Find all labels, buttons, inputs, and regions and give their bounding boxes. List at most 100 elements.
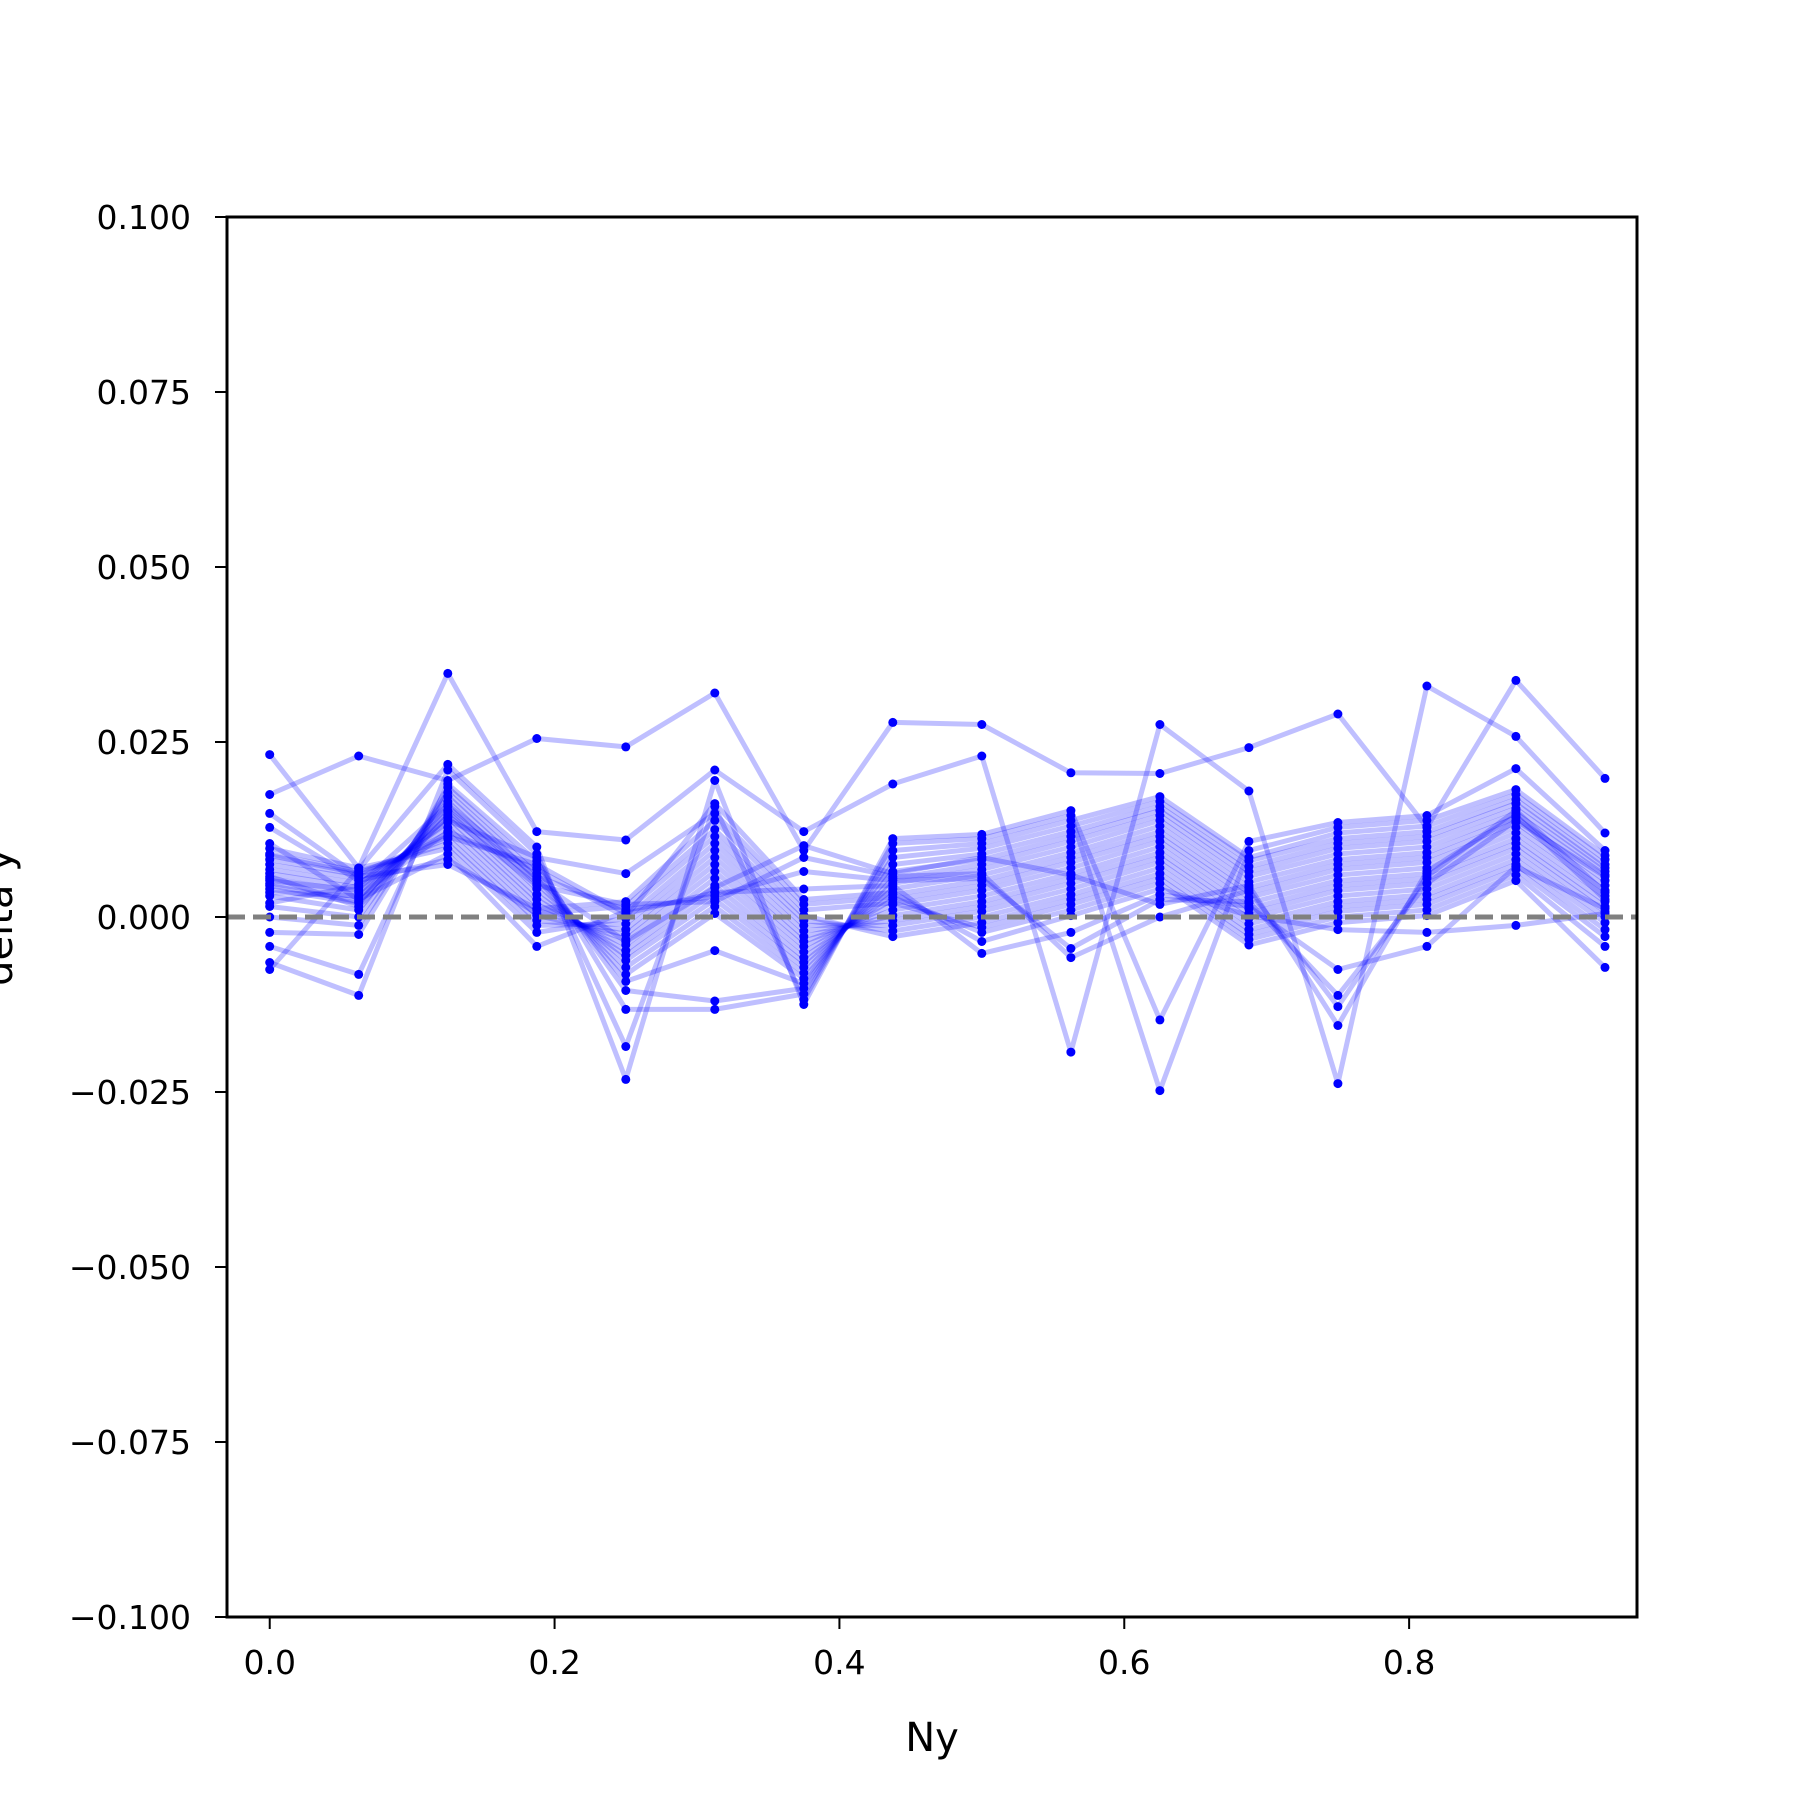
- data-point-s24-4: [532, 860, 542, 869]
- data-point-s9-5: [621, 962, 631, 972]
- data-point-s21-3: [443, 860, 453, 869]
- data-point-s24-2: [354, 869, 364, 879]
- series-line-14: [269, 824, 1607, 949]
- data-point-s1-1: [265, 790, 275, 799]
- data-point-s26-11: [1155, 912, 1165, 922]
- series-line-12: [269, 815, 1607, 961]
- y-tick-label: −0.075: [69, 1423, 191, 1462]
- data-point-s19-6: [710, 832, 720, 841]
- data-point-s27-13: [1333, 1021, 1343, 1030]
- data-point-s2-12: [1244, 786, 1254, 796]
- data-point-s5-6: [710, 1004, 720, 1014]
- data-point-s27-1: [265, 881, 275, 890]
- data-point-s19-4: [532, 941, 542, 951]
- data-point-s18-6: [710, 839, 720, 848]
- data-point-s1-16: [1600, 773, 1610, 783]
- data-point-s2-8: [888, 779, 898, 789]
- data-point-s15-6: [710, 860, 720, 869]
- data-point-s19-16: [1600, 925, 1610, 935]
- data-point-s26-13: [1333, 1002, 1343, 1012]
- data-point-s25-10: [1066, 944, 1076, 953]
- y-tick-label: 0.050: [97, 548, 191, 587]
- data-point-s17-4: [532, 920, 542, 930]
- data-point-s3-11: [1155, 1015, 1165, 1025]
- data-point-s20-1: [265, 822, 275, 832]
- series-line-15: [269, 830, 1607, 944]
- data-point-s27-3: [443, 806, 453, 816]
- series-line-8: [269, 794, 1607, 982]
- data-point-s24-9: [977, 948, 987, 958]
- data-point-s27-2: [354, 897, 364, 907]
- data-point-s27-16: [1600, 895, 1610, 904]
- data-point-s4-12: [1244, 846, 1254, 855]
- data-point-s26-1: [265, 871, 275, 881]
- data-point-s22-16: [1600, 962, 1610, 972]
- x-tick-label: 0.0: [243, 1643, 295, 1682]
- series-line-26: [268, 808, 1607, 1010]
- data-point-s27-10: [1066, 870, 1076, 880]
- data-point-s7-6: [710, 946, 720, 956]
- data-point-s2-4: [532, 827, 542, 837]
- data-point-s4-5: [621, 1042, 631, 1051]
- data-point-s7-8: [888, 860, 898, 869]
- data-point-s24-10: [1066, 927, 1076, 937]
- data-point-s1-11: [1155, 769, 1165, 778]
- data-point-s25-7: [799, 867, 809, 876]
- x-tick-label: 0.6: [1098, 1643, 1150, 1682]
- data-point-s5-2: [354, 969, 364, 979]
- data-point-s27-12: [1244, 881, 1254, 890]
- data-point-s3-1: [265, 965, 275, 974]
- data-point-s26-10: [1066, 953, 1076, 963]
- data-point-s3-6: [710, 776, 720, 785]
- data-point-s6-6: [710, 996, 720, 1006]
- data-point-s23-1: [265, 888, 275, 897]
- data-point-s27-14: [1422, 867, 1432, 876]
- data-point-s2-14: [1422, 681, 1432, 691]
- series-line-1: [268, 677, 1607, 853]
- data-point-s1-15: [1511, 675, 1521, 685]
- data-point-s2-13: [1333, 1079, 1343, 1089]
- series-line-27: [269, 808, 1607, 1028]
- data-point-s2-11: [1155, 720, 1165, 729]
- data-point-s27-4: [532, 876, 542, 886]
- x-axis-ticks: 0.0 0.2 0.4 0.6 0.8: [243, 1617, 1435, 1682]
- data-point-s6-8: [888, 853, 898, 862]
- data-point-s2-7: [799, 827, 809, 837]
- y-tick-label: 0.075: [97, 373, 191, 412]
- series-line-13: [269, 820, 1607, 955]
- data-point-s22-6: [710, 808, 720, 818]
- data-point-s18-16: [1600, 918, 1610, 928]
- data-point-s23-8: [888, 888, 898, 897]
- data-point-s26-5: [621, 899, 631, 909]
- data-point-s22-15: [1511, 876, 1521, 886]
- data-point-s25-2: [354, 881, 364, 890]
- data-point-s4-11: [1155, 1086, 1165, 1096]
- data-point-s2-10: [1066, 1047, 1076, 1057]
- data-point-s4-3: [443, 765, 453, 775]
- data-point-s1-2: [354, 751, 364, 761]
- data-point-s2-15: [1511, 731, 1521, 741]
- data-point-s2-3: [443, 668, 453, 678]
- data-point-s20-16: [1600, 932, 1610, 942]
- data-point-s7-2: [354, 920, 364, 930]
- data-point-s4-2: [354, 990, 364, 1000]
- data-point-s22-4: [532, 853, 542, 862]
- data-point-s4-1: [265, 958, 275, 967]
- data-point-s13-6: [710, 874, 720, 883]
- data-point-s27-8: [888, 869, 898, 879]
- data-point-s20-8: [888, 932, 898, 942]
- data-point-s18-4: [532, 927, 542, 937]
- data-point-s2-16: [1600, 828, 1610, 838]
- data-point-s24-14: [1422, 941, 1432, 951]
- data-point-s26-6: [710, 897, 720, 907]
- data-point-s5-8: [888, 846, 898, 855]
- data-point-s3-12: [1244, 836, 1254, 846]
- data-point-s26-16: [1600, 888, 1610, 897]
- data-point-s25-13: [1333, 990, 1343, 1000]
- data-point-s24-7: [799, 884, 809, 894]
- y-tick-label: 0.025: [97, 723, 191, 762]
- data-point-s3-4: [532, 842, 542, 852]
- data-point-s1-4: [532, 734, 542, 743]
